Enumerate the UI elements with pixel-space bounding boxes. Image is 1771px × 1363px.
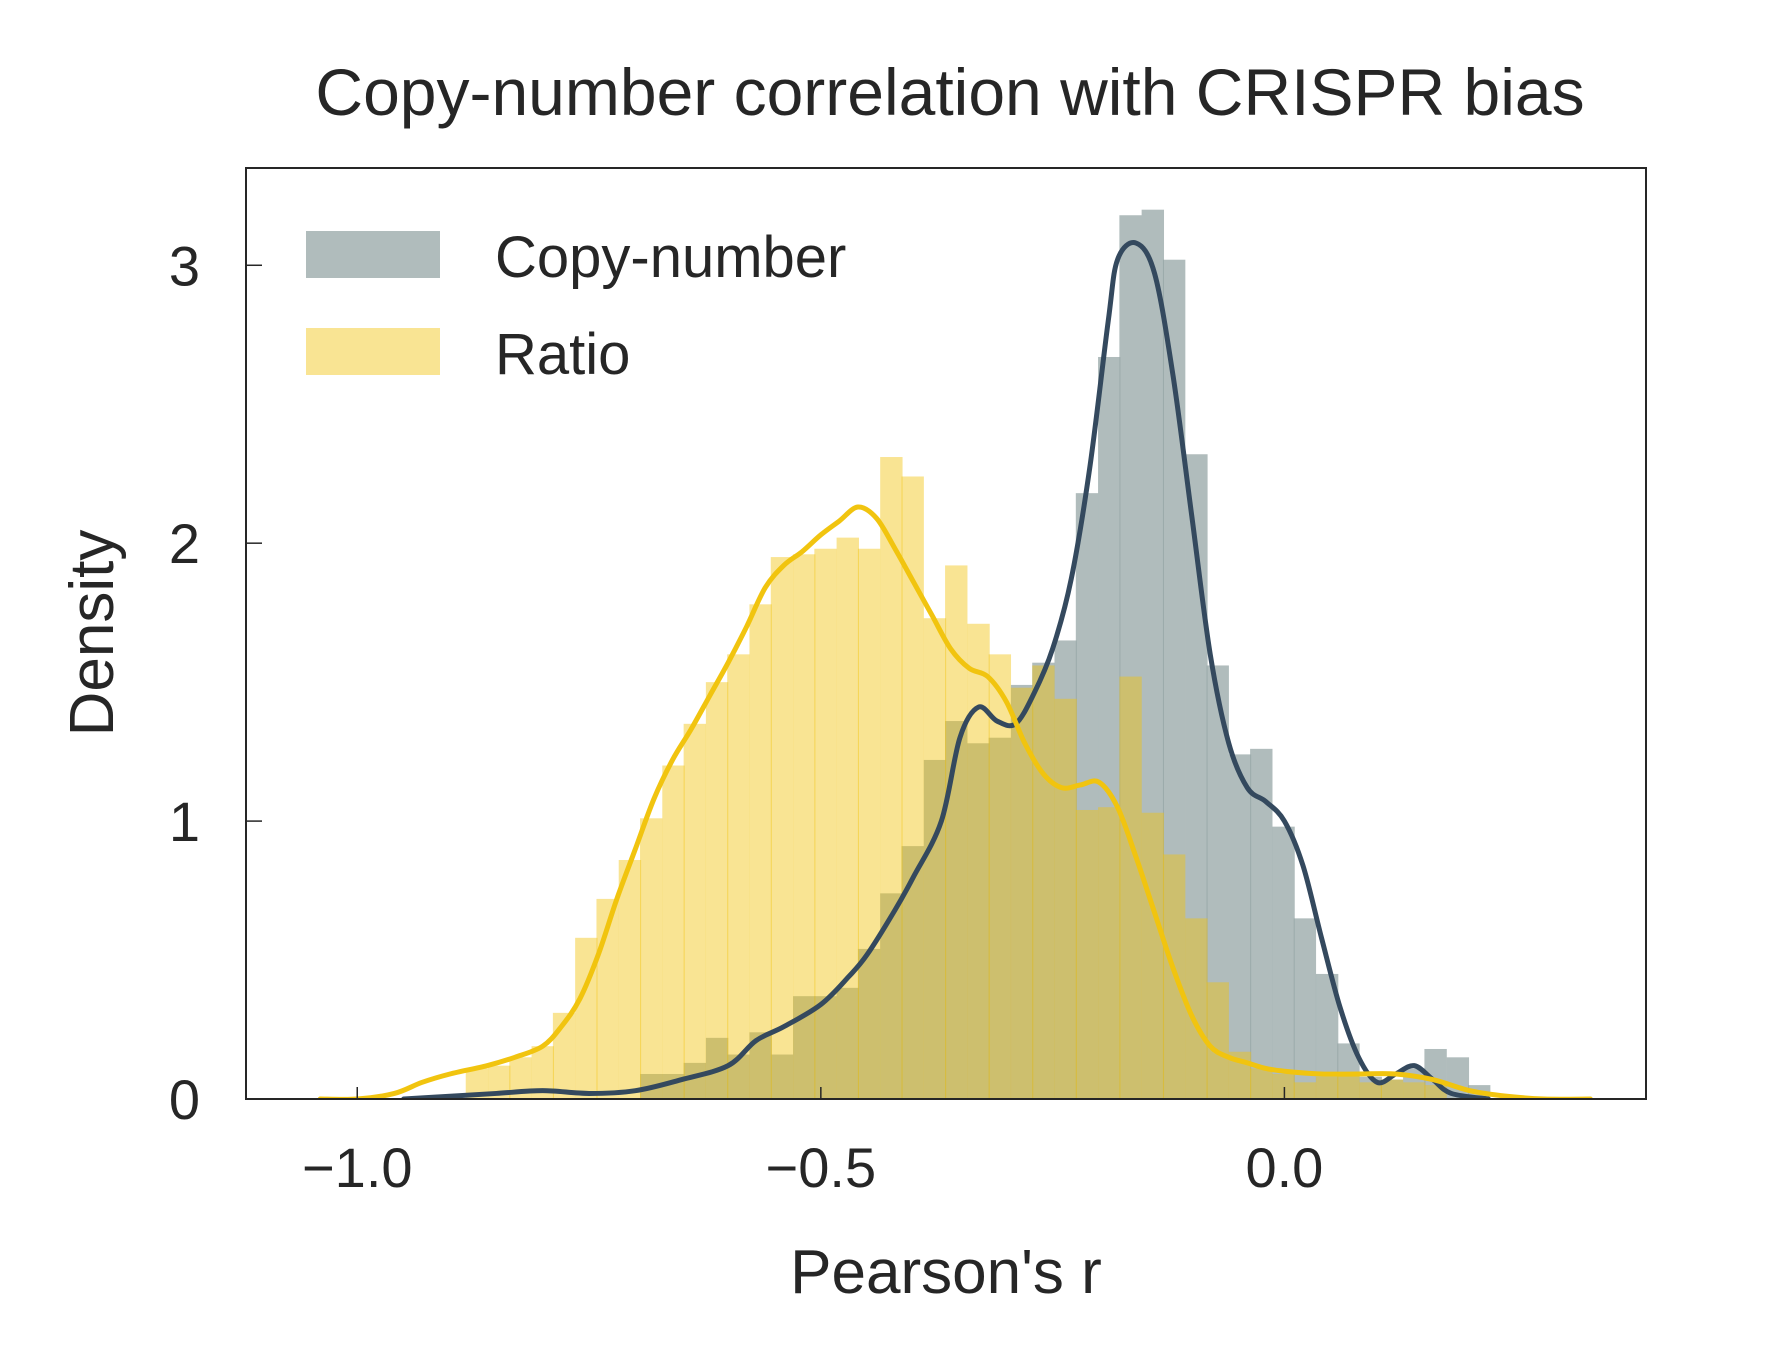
bar-copy-number-23 [1141,209,1165,1099]
bar-copy-number-5 [749,1032,772,1099]
bar-ratio-27 [1054,698,1077,1099]
bar-copy-number-11 [880,893,903,1099]
x-tick-label: 0.0 [1245,1136,1323,1199]
bar-ratio-18 [857,548,881,1099]
bar-copy-number-28 [1250,748,1273,1099]
bar-copy-number-12 [901,846,924,1099]
kde-line-copy-number [401,240,1491,1099]
y-axis: 0 1 2 3 [169,234,262,1131]
bar-copy-number-29 [1272,826,1295,1099]
bar-ratio-19 [880,457,903,1099]
bar-ratio-2 [509,1057,532,1099]
bar-ratio-25 [1010,687,1034,1099]
bar-ratio-3 [531,1046,554,1099]
legend-label-ratio: Ratio [495,322,630,387]
bar-copy-number-2 [683,1062,707,1099]
bar-copy-number-7 [793,996,816,1099]
bar-copy-number-8 [814,996,837,1099]
bar-copy-number-24 [1162,259,1186,1099]
bar-ratio-30 [1119,676,1142,1099]
bar-copy-number-32 [1337,1043,1360,1099]
bar-copy-number-10 [857,948,881,1099]
bar-copy-number-6 [770,1054,794,1099]
bar-copy-number-17 [1010,684,1034,1099]
bar-ratio-15 [793,554,816,1099]
bar-copy-number-21 [1098,356,1121,1099]
x-axis: −1.0 −0.5 0.0 [302,1087,1323,1199]
x-tick-label: −1.0 [302,1136,413,1199]
bar-ratio-0 [465,1068,489,1099]
bar-ratio-5 [575,937,598,1099]
bar-ratio-26 [1032,665,1055,1099]
bar-ratio-13 [749,604,772,1099]
bar-ratio-43 [1403,1082,1426,1099]
bar-ratio-17 [836,537,859,1099]
bar-ratio-29 [1098,807,1121,1099]
bar-ratio-14 [770,557,794,1099]
bar-ratio-16 [814,548,837,1099]
legend: Copy-number Ratio [306,225,846,387]
bar-copy-number-18 [1032,662,1055,1099]
bar-ratio-4 [552,1012,576,1099]
bar-copy-number-27 [1228,754,1252,1099]
bar-copy-number-14 [945,721,968,1099]
bar-ratio-23 [967,623,990,1099]
y-tick-label: 3 [169,234,200,297]
y-tick-label: 2 [169,512,200,575]
bar-ratio-12 [727,654,750,1099]
bar-copy-number-26 [1206,665,1229,1099]
bar-ratio-28 [1075,809,1099,1099]
bar-ratio-9 [662,765,685,1099]
bar-copy-number-16 [988,737,1012,1099]
kde-line-ratio [317,504,1593,1099]
bar-copy-number-30 [1293,918,1317,1099]
bar-ratio-21 [923,618,947,1099]
plot-frame [245,167,1647,1100]
bar-ratio-24 [988,654,1012,1099]
x-axis-label: Pearson's r [790,1238,1102,1307]
legend-label-copy-number: Copy-number [495,225,846,290]
chart-title: Copy-number correlation with CRISPR bias [315,55,1584,129]
legend-swatch-copy-number [306,231,440,278]
bar-copy-number-22 [1119,215,1142,1099]
bar-copy-number-15 [967,743,990,1099]
bar-ratio-38 [1293,1082,1317,1099]
y-tick-label: 0 [169,1068,200,1131]
bar-copy-number-20 [1075,493,1099,1099]
legend-swatch-ratio [306,328,440,375]
bar-copy-number-25 [1185,454,1208,1099]
bar-ratio-36 [1250,1068,1273,1099]
bar-ratio-39 [1315,1076,1339,1099]
histogram-bars [465,209,1491,1099]
x-tick-label: −0.5 [766,1136,877,1199]
bar-copy-number-19 [1054,640,1077,1099]
bar-copy-number-34 [1380,1079,1404,1099]
bar-ratio-10 [683,723,707,1099]
bar-ratio-37 [1272,1073,1295,1099]
bar-ratio-33 [1185,918,1208,1099]
kde-curves [317,240,1593,1099]
y-axis-label: Density [58,530,127,737]
bar-copy-number-31 [1315,973,1339,1099]
bar-ratio-31 [1141,812,1165,1099]
bar-ratio-40 [1337,1073,1360,1099]
bar-ratio-22 [945,565,968,1099]
bar-ratio-8 [640,818,663,1099]
bar-ratio-11 [705,682,729,1099]
bar-ratio-42 [1380,1079,1404,1099]
bar-ratio-20 [901,476,924,1099]
bar-copy-number-9 [836,987,859,1099]
y-tick-label: 1 [169,790,200,853]
bar-ratio-34 [1206,982,1229,1099]
bar-ratio-41 [1359,1082,1382,1099]
bar-ratio-7 [618,859,642,1099]
